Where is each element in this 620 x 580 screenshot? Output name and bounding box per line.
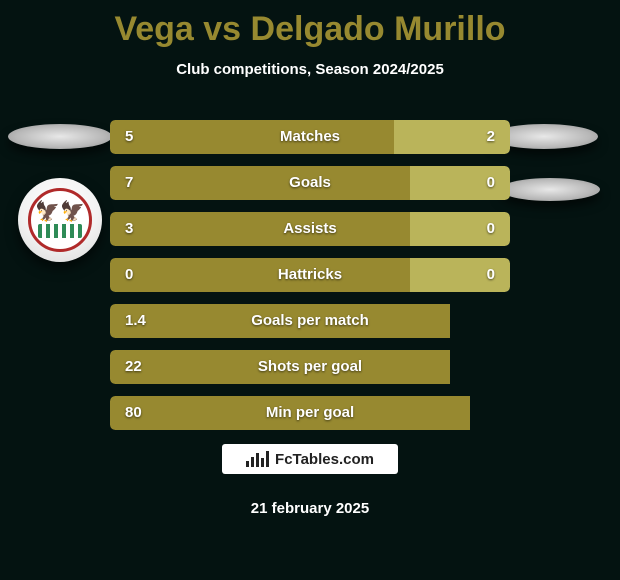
stat-row: Matches52 bbox=[0, 120, 620, 154]
bar-right bbox=[410, 166, 510, 200]
bar-right bbox=[410, 212, 510, 246]
brand-label: FcTables.com bbox=[275, 451, 374, 468]
stat-value-left: 7 bbox=[125, 166, 133, 200]
stat-value-left: 22 bbox=[125, 350, 142, 384]
stat-value-right: 0 bbox=[487, 166, 495, 200]
stat-value-right: 0 bbox=[487, 258, 495, 292]
bar-left bbox=[110, 304, 450, 338]
bar-left bbox=[110, 350, 450, 384]
bar-left bbox=[110, 258, 410, 292]
brand-logo: FcTables.com bbox=[222, 444, 398, 474]
bar-track bbox=[110, 396, 510, 430]
bar-track bbox=[110, 258, 510, 292]
stat-row: Hattricks00 bbox=[0, 258, 620, 292]
stat-row: Assists30 bbox=[0, 212, 620, 246]
stat-value-left: 3 bbox=[125, 212, 133, 246]
bar-track bbox=[110, 304, 510, 338]
stat-row: Shots per goal22 bbox=[0, 350, 620, 384]
bar-track bbox=[110, 120, 510, 154]
bar-left bbox=[110, 212, 410, 246]
bar-left bbox=[110, 120, 394, 154]
stat-row: Min per goal80 bbox=[0, 396, 620, 430]
stat-value-right: 0 bbox=[487, 212, 495, 246]
comparison-chart: Matches52Goals70Assists30Hattricks00Goal… bbox=[0, 120, 620, 442]
page-title: Vega vs Delgado Murillo bbox=[0, 0, 620, 49]
bar-track bbox=[110, 350, 510, 384]
bar-track bbox=[110, 212, 510, 246]
stat-value-right: 2 bbox=[487, 120, 495, 154]
bar-left bbox=[110, 166, 410, 200]
bars-icon bbox=[246, 451, 269, 467]
page-subtitle: Club competitions, Season 2024/2025 bbox=[0, 61, 620, 78]
bar-track bbox=[110, 166, 510, 200]
bar-left bbox=[110, 396, 470, 430]
bar-right bbox=[410, 258, 510, 292]
stat-value-left: 1.4 bbox=[125, 304, 146, 338]
stat-row: Goals70 bbox=[0, 166, 620, 200]
footer-date: 21 february 2025 bbox=[0, 500, 620, 517]
stat-value-left: 0 bbox=[125, 258, 133, 292]
stat-row: Goals per match1.4 bbox=[0, 304, 620, 338]
stat-value-left: 5 bbox=[125, 120, 133, 154]
stat-value-left: 80 bbox=[125, 396, 142, 430]
